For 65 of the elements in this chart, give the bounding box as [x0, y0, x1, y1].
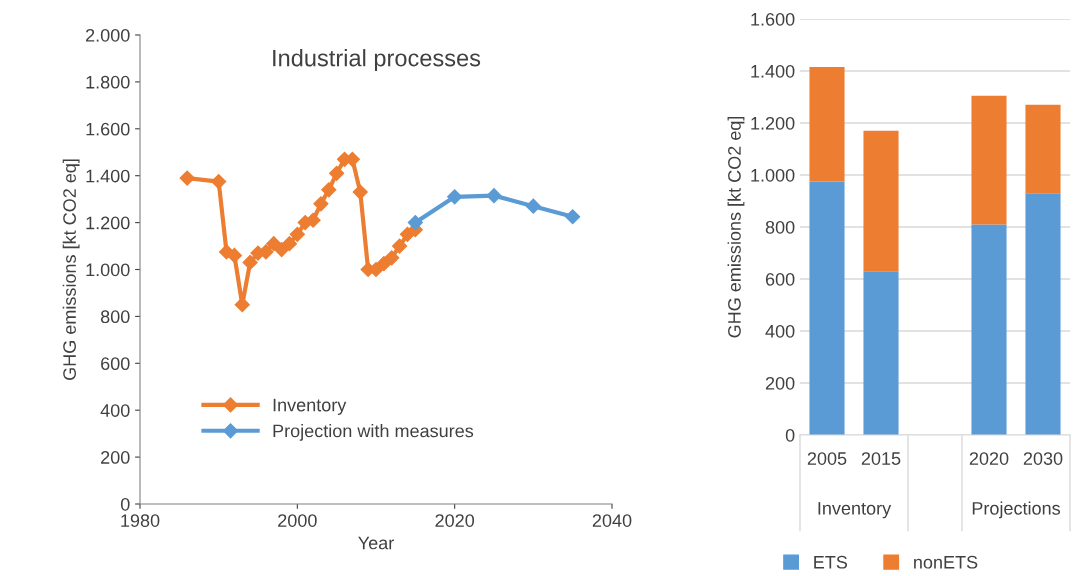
- y-tick-label: 1.400: [86, 169, 130, 183]
- y-tick-label: 2.000: [86, 28, 130, 42]
- y-tick-label: 1.600: [751, 12, 795, 26]
- bar: [1025, 193, 1061, 435]
- y-tick-label: 1.600: [86, 122, 130, 136]
- text: Industrial processes: [273, 49, 481, 72]
- y-axis-title: GHG emissions [kt CO2 eq]: [727, 116, 745, 338]
- point: [313, 196, 329, 212]
- y-tick-label: 200: [765, 376, 795, 390]
- y-tick-label: 600: [765, 272, 795, 286]
- bar: [971, 95, 1007, 225]
- point: [211, 173, 227, 190]
- y-tick-label: 1.800: [86, 75, 130, 89]
- y-tick-label: 400: [100, 404, 130, 417]
- bar: [809, 181, 845, 435]
- y-tick-label: 600: [101, 357, 130, 371]
- point: [486, 188, 502, 204]
- point: [289, 226, 305, 242]
- y-tick-label: 200: [101, 451, 130, 464]
- x-tick-label: 2020: [969, 452, 1009, 465]
- y-axis-title: GHG emissions [kt CO2 eq]: [62, 159, 80, 380]
- bar: [971, 224, 1007, 435]
- x-tick-label: 2000: [278, 514, 317, 527]
- point: [447, 189, 463, 205]
- legend-label: nonETS: [914, 555, 978, 569]
- x-tick-label: 1980: [121, 514, 160, 527]
- text: Projections: [972, 501, 1061, 519]
- legend-label: ETS: [814, 555, 848, 569]
- y-tick-label: 0: [120, 497, 130, 511]
- bar: [809, 67, 845, 182]
- x-tick-label: 2030: [1023, 452, 1063, 465]
- point: [392, 238, 408, 254]
- y-tick-label: 0: [785, 428, 795, 442]
- legend-label: Inventory: [273, 398, 347, 415]
- point: [565, 209, 581, 225]
- legend-label: Projection with measures: [273, 424, 474, 441]
- y-tick-label: 1.200: [86, 216, 130, 230]
- point: [329, 165, 345, 181]
- y-tick-label: 1.400: [751, 64, 795, 78]
- y-tick-label: 1.000: [86, 263, 130, 277]
- point: [376, 256, 392, 272]
- point: [226, 247, 242, 264]
- y-tick-label: 1.000: [751, 168, 795, 182]
- point: [525, 198, 541, 214]
- point: [384, 250, 400, 266]
- point: [242, 254, 258, 271]
- point: [281, 236, 298, 252]
- point: [179, 170, 195, 186]
- point: [321, 182, 337, 198]
- point: [407, 215, 423, 231]
- bar: [863, 271, 899, 435]
- text: Inventory: [818, 502, 892, 519]
- x-tick-label: 2020: [435, 514, 475, 527]
- bar: [863, 130, 899, 272]
- bar: [1025, 104, 1061, 194]
- y-tick-label: 800: [765, 220, 795, 234]
- point: [234, 297, 250, 313]
- x-axis-title: Year: [358, 536, 394, 550]
- y-tick-label: 400: [765, 324, 795, 338]
- y-tick-label: 800: [100, 310, 130, 324]
- x-tick-label: 2015: [861, 452, 901, 465]
- x-tick-label: 2040: [592, 514, 632, 527]
- x-tick-label: 2005: [807, 452, 847, 465]
- point: [352, 184, 368, 200]
- y-tick-label: 1.200: [751, 116, 795, 130]
